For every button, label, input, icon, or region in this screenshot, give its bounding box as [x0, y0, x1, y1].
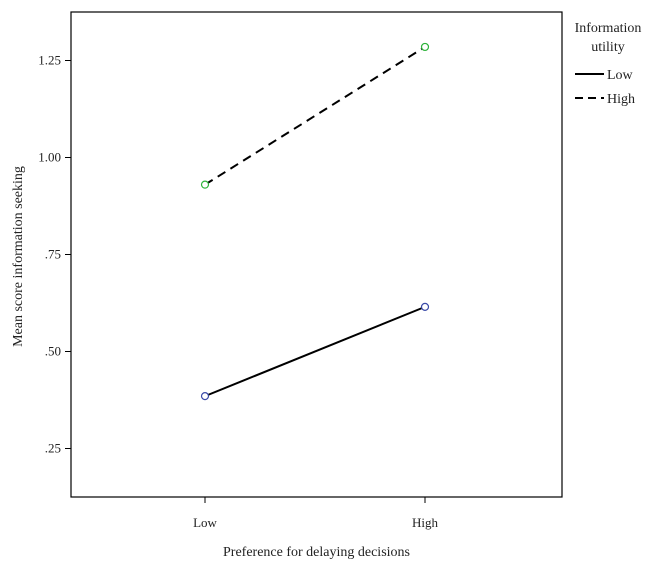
series-low	[200, 302, 430, 401]
legend-title-line-1: Information	[575, 21, 642, 36]
y-tick-label: .25	[45, 441, 61, 456]
y-axis-title: Mean score information seeking	[11, 166, 26, 347]
y-tick-label: 1.00	[38, 150, 61, 165]
series-line-high	[204, 46, 426, 186]
legend-item-low: Low	[575, 68, 634, 83]
y-axis-ticks: .25 .50 .75 1.00 1.25	[38, 53, 71, 456]
legend-label: High	[607, 92, 635, 107]
data-point	[200, 392, 210, 401]
legend-title-line-2: utility	[591, 40, 624, 55]
plot-area-frame	[70, 11, 563, 498]
y-tick-label: .75	[45, 247, 61, 262]
x-tick-label: High	[412, 515, 439, 530]
y-tick-label: 1.25	[38, 53, 61, 68]
data-point	[420, 42, 430, 52]
series-layer	[200, 42, 430, 401]
x-axis-title: Preference for delaying decisions	[223, 545, 410, 560]
data-point	[200, 180, 210, 189]
series-high	[200, 42, 430, 189]
x-tick-label: Low	[193, 515, 217, 530]
legend-label: Low	[607, 68, 634, 83]
legend: Information utility Low High	[575, 21, 642, 107]
x-axis-ticks: Low High	[193, 497, 439, 530]
data-point	[420, 302, 430, 311]
series-line-low	[204, 305, 426, 398]
y-tick-label: .50	[45, 344, 61, 359]
legend-item-high: High	[575, 92, 635, 107]
